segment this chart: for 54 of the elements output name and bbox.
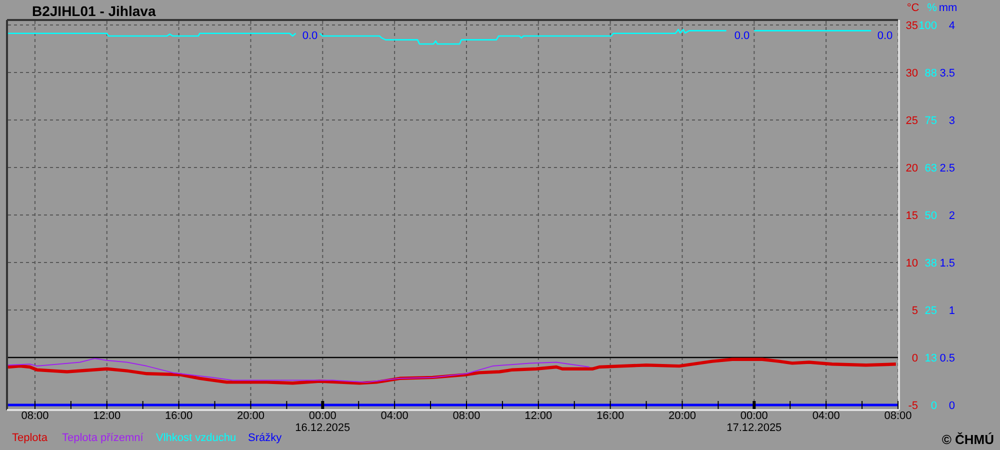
x-tick-label: 12:00 xyxy=(524,410,552,422)
x-tick-label: 00:00 17.12.2025 xyxy=(726,410,782,434)
y3-tick-label: 0.5 xyxy=(940,352,955,364)
chart-title: B2JIHL01 - Jihlava xyxy=(32,3,156,19)
annotation: 0.0 xyxy=(734,30,750,42)
line-series xyxy=(8,358,590,383)
y-tick-label: 30 xyxy=(906,68,918,80)
x-tick-label: 20:00 xyxy=(236,410,264,422)
y2-tick-label: 75 xyxy=(924,115,937,127)
y2-tick-label: 0 xyxy=(930,400,937,412)
y3-tick-label: 1.5 xyxy=(940,258,955,270)
annotation: 0.0 xyxy=(302,30,318,42)
x-tick-label: 16:00 xyxy=(165,410,193,422)
x-tick-label: 16:00 xyxy=(596,410,624,422)
x-tick-label: 04:00 xyxy=(380,410,408,422)
y2-tick-label: 100 xyxy=(918,20,937,32)
y2-tick-label: 88 xyxy=(924,68,937,80)
y2-tick-label: 13 xyxy=(924,352,937,364)
y3-tick-label: 3 xyxy=(948,115,955,127)
x-tick-label: 12:00 xyxy=(93,410,121,422)
y3-tick-label: 0 xyxy=(948,400,955,412)
y2-tick-label: 25 xyxy=(924,305,937,317)
y-tick-label: -5 xyxy=(908,400,918,412)
line-series xyxy=(6,358,898,385)
x-tick-label: 08:00 xyxy=(884,410,912,422)
y3-tick-label: 4 xyxy=(948,20,955,32)
y-tick-label: 10 xyxy=(906,258,918,270)
y2-tick-label: 50 xyxy=(924,210,937,222)
text: Teplota xyxy=(12,432,48,444)
y3-tick-label: 2 xyxy=(948,210,955,222)
y-tick-label: 35 xyxy=(906,20,918,32)
text: Vlhkost vzduchu xyxy=(156,432,236,444)
y2-tick-label: 63 xyxy=(924,162,937,174)
y-axis-title: °C xyxy=(906,2,920,14)
y3-tick-label: 1 xyxy=(948,305,955,317)
x-tick-label: 04:00 xyxy=(812,410,840,422)
x-tick-label: 08:00 xyxy=(452,410,480,422)
y3-tick-label: 2.5 xyxy=(940,162,955,174)
x-tick-label: 08:00 xyxy=(21,410,49,422)
y2-axis-title: % xyxy=(927,2,938,14)
y3-tick-label: 3.5 xyxy=(940,68,955,80)
y-tick-label: 5 xyxy=(912,305,918,317)
y3-axis-title: mm xyxy=(938,2,958,14)
y2-tick-label: 38 xyxy=(924,258,937,270)
text: Srážky xyxy=(248,432,282,444)
y-tick-label: 0 xyxy=(912,352,918,364)
y-tick-label: 15 xyxy=(906,210,918,222)
y-tick-label: 25 xyxy=(906,115,918,127)
y-tick-label: 20 xyxy=(906,162,918,174)
annotation: 0.0 xyxy=(877,30,893,42)
x-tick-label: 20:00 xyxy=(668,410,696,422)
x-tick-label: 00:00 16.12.2025 xyxy=(295,410,350,434)
text: Teplota přízemní xyxy=(62,432,144,444)
text: © ČHMÚ xyxy=(942,432,994,447)
